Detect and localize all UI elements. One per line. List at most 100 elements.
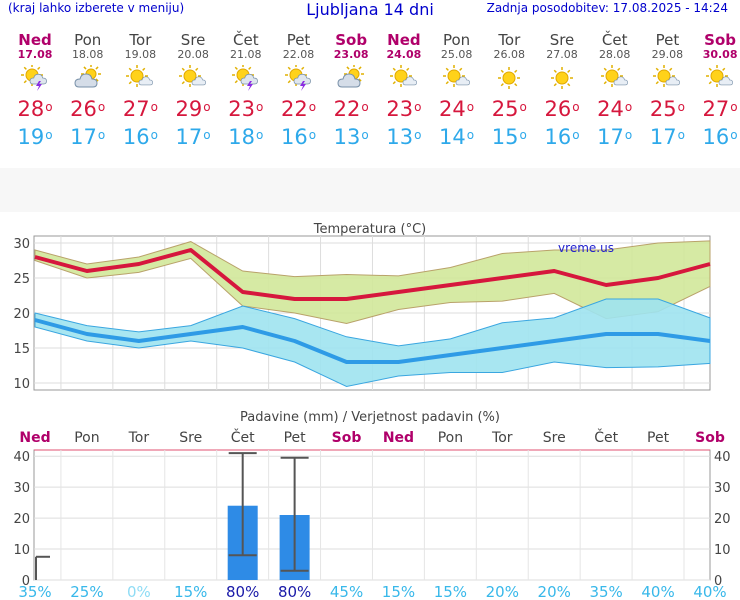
day-column: Sob 23.08 22o 13o [325, 32, 377, 149]
y-tick-label-right: 20 [714, 512, 731, 527]
precipitation-probability: 40% [641, 583, 674, 600]
temperature-chart-title: Temperatura (°C) [313, 222, 426, 237]
location-menu-note: (kraj lahko izberete v meniju) [8, 1, 185, 15]
degree-sign: o [414, 128, 422, 142]
page-header: (kraj lahko izberete v meniju) Ljubljana… [0, 0, 740, 22]
precipitation-probability: 35% [18, 583, 51, 600]
max-temp-value: 24 [597, 97, 624, 121]
degree-sign: o [624, 100, 633, 114]
degree-sign: o [730, 100, 738, 114]
degree-sign: o [519, 100, 527, 114]
degree-sign: o [203, 128, 211, 142]
day-column: Sre 20.08 29o 17o [167, 32, 219, 149]
min-temp: 16o [114, 125, 166, 149]
day-name: Sre [180, 31, 206, 49]
day-column: Tor 19.08 27o 16o [114, 32, 166, 149]
y-tick-label-right: 30 [714, 481, 731, 496]
x-day-label: Sob [332, 430, 362, 446]
day-column: Ned 24.08 23o 13o [378, 32, 430, 149]
y-tick-label-left: 30 [13, 481, 30, 496]
min-temp-value: 17 [70, 125, 97, 149]
precipitation-probability: 45% [330, 583, 363, 600]
degree-sign: o [677, 100, 685, 114]
precipitation-probability: 25% [70, 583, 103, 600]
min-temp: 14o [431, 125, 483, 149]
day-date: 26.08 [493, 48, 526, 61]
max-temp: 27o [114, 97, 166, 121]
last-updated: Zadnja posodobitev: 17.08.2025 - 14:24 [486, 1, 728, 15]
degree-sign: o [150, 100, 158, 114]
max-temp: 26o [62, 97, 114, 121]
day-date: 21.08 [230, 48, 262, 61]
day-column: Čet 28.08 24o 17o [589, 32, 641, 149]
precipitation-probability: 0% [127, 583, 151, 600]
day-column: Sre 27.08 26o 16o [536, 32, 588, 149]
day-name: Ned [18, 31, 52, 49]
day-name: Sob [335, 31, 368, 49]
degree-sign: o [255, 128, 264, 142]
sun-small-cloud-icon [442, 65, 470, 87]
precipitation-probability: 40% [693, 583, 726, 600]
min-temp-line [34, 318, 711, 364]
separator-band [0, 168, 740, 212]
day-column: Čet 21.08 23o 18o [220, 32, 272, 149]
day-date: 17.08 [17, 48, 53, 61]
min-temp: 17o [589, 125, 641, 149]
x-day-label: Čet [231, 428, 255, 446]
page-title: Ljubljana 14 dni [306, 0, 434, 19]
min-temp: 13o [325, 125, 377, 149]
precipitation-probability: 20% [538, 583, 571, 600]
cloud-sun-icon [337, 65, 365, 88]
min-temp: 13o [378, 125, 430, 149]
max-temp-value: 27 [122, 97, 150, 121]
precipitation-probability: 15% [434, 583, 467, 600]
min-temp-value: 16 [280, 125, 308, 149]
min-temp-value: 16 [702, 125, 730, 149]
degree-sign: o [572, 128, 580, 142]
precipitation-probability: 80% [226, 583, 259, 600]
min-temp: 19o [9, 125, 61, 149]
day-column: Tor 26.08 25o 15o [483, 32, 535, 149]
max-temp: 27o [694, 97, 740, 121]
degree-sign: o [466, 128, 475, 142]
day-column: Ned 17.08 28o 19o [9, 32, 61, 149]
max-temp-value: 23 [386, 97, 414, 121]
sun-small-cloud-icon [653, 65, 681, 87]
min-temp-value: 15 [491, 125, 519, 149]
degree-sign: o [150, 128, 158, 142]
min-temp: 16o [273, 125, 325, 149]
day-name: Pon [74, 31, 102, 49]
forecast-charts: Temperatura (°C) 10 15 20 25 30 vreme.us Padavi… [13, 222, 731, 600]
precipitation-probability: 35% [589, 583, 622, 600]
y-tick-label-left: 40 [13, 450, 30, 465]
day-date: 23.08 [333, 48, 369, 61]
min-temp-value: 13 [333, 125, 361, 149]
day-date: 25.08 [440, 48, 473, 61]
max-temp-value: 22 [333, 97, 361, 121]
degree-sign: o [203, 100, 211, 114]
day-date: 22.08 [282, 48, 315, 61]
precipitation-probability: 15% [174, 583, 207, 600]
sun-small-cloud-icon [706, 65, 734, 87]
x-day-label: Sre [543, 430, 566, 446]
degree-sign: o [255, 100, 264, 114]
day-name: Sob [704, 31, 737, 49]
day-date: 29.08 [651, 48, 684, 61]
y-tick-label-right: 10 [714, 543, 731, 558]
degree-sign: o [519, 128, 527, 142]
min-temp: 17o [62, 125, 114, 149]
max-temp: 23o [378, 97, 430, 121]
precipitation-probability: 20% [486, 583, 519, 600]
max-temp: 26o [536, 97, 588, 121]
x-day-label: Pon [74, 430, 99, 446]
max-temp-line [34, 248, 711, 301]
max-temp-value: 26 [70, 97, 97, 121]
day-name: Ned [387, 31, 421, 49]
max-temp-value: 27 [702, 97, 730, 121]
x-day-label: Sre [179, 430, 202, 446]
min-temp: 16o [536, 125, 588, 149]
degree-sign: o [45, 100, 53, 114]
y-tick-label-right: 0 [714, 574, 722, 589]
sun-cloud-storm-icon [284, 65, 311, 91]
y-tick-label: 20 [13, 307, 30, 322]
